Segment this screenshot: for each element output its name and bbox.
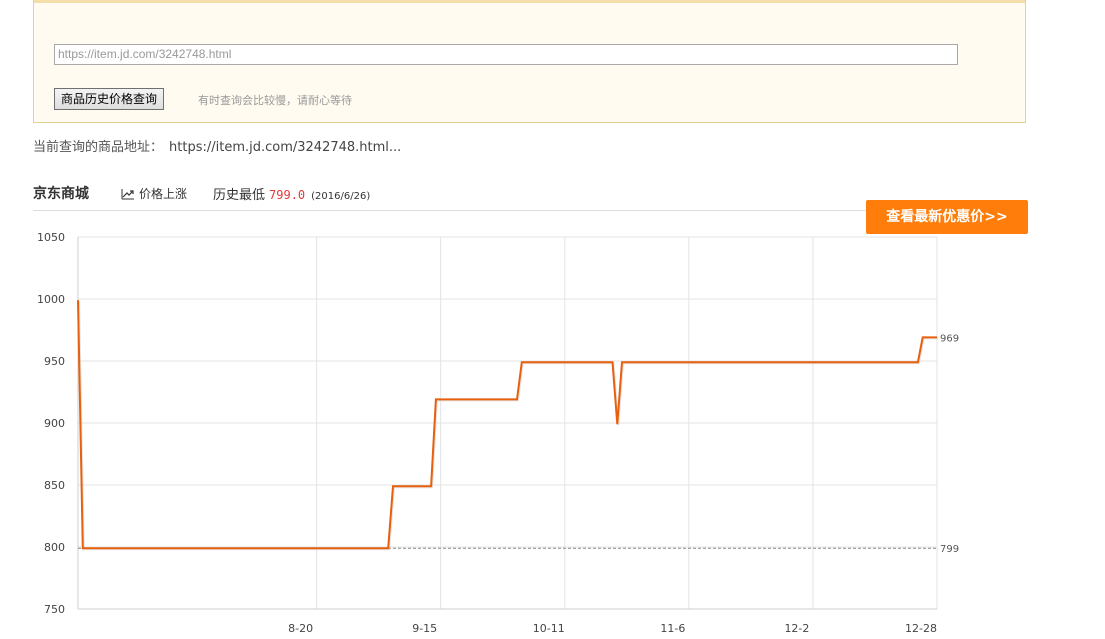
view-latest-price-button[interactable]: 查看最新优惠价>> [866, 200, 1028, 234]
store-bar: 京东商城 价格上涨 历史最低 799.0 (2016/6/26) [33, 181, 1026, 211]
trend-label: 价格上涨 [139, 187, 188, 201]
x-tick-label: 8-20 [288, 622, 313, 635]
y-tick-label: 1050 [37, 231, 65, 244]
price-line [77, 300, 937, 550]
price-history-query-button[interactable]: 商品历史价格查询 [54, 88, 165, 110]
price-history-chart: 750 800 850 900 950 1000 1050 8-20 9-15 10-11 11-6… [37, 231, 959, 635]
reference-line-label: 799 [940, 544, 959, 555]
product-url-input[interactable]: https://item.jd.com/3242748.html [54, 44, 958, 65]
x-tick-label: 12-2 [784, 622, 809, 635]
current-url-value: https://item.jd.com/3242748.html... [169, 140, 402, 155]
lowest-price-date: (2016/6/26) [311, 191, 371, 202]
y-tick-label: 950 [44, 355, 65, 368]
query-panel: https://item.jd.com/3242748.html 商品历史价格查… [33, 0, 1026, 123]
x-tick-label: 11-6 [660, 622, 685, 635]
y-tick-label: 1000 [37, 293, 65, 306]
price-line-shadow [78, 301, 938, 551]
x-tick-label: 9-15 [412, 622, 437, 635]
current-url-label: 当前查询的商品地址： [33, 140, 164, 155]
price-trend: 价格上涨 [121, 185, 187, 202]
trend-up-icon [121, 189, 134, 200]
y-tick-label: 750 [44, 603, 65, 616]
lowest-price-info: 历史最低 799.0 (2016/6/26) [213, 184, 370, 203]
panel-top-border [34, 0, 1025, 3]
x-tick-label: 10-11 [533, 622, 565, 635]
query-hint: 有时查询会比较慢，请耐心等待 [198, 94, 352, 107]
y-tick-label: 900 [44, 417, 65, 430]
end-price-label: 969 [940, 333, 959, 344]
lowest-price-value: 799.0 [269, 188, 306, 202]
store-name: 京东商城 [33, 186, 89, 202]
y-tick-label: 850 [44, 479, 65, 492]
x-tick-label: 12-28 [905, 622, 937, 635]
y-tick-label: 800 [44, 541, 65, 554]
lowest-price-label: 历史最低 [213, 188, 266, 203]
current-product-url: 当前查询的商品地址： https://item.jd.com/3242748.ht… [33, 136, 401, 155]
